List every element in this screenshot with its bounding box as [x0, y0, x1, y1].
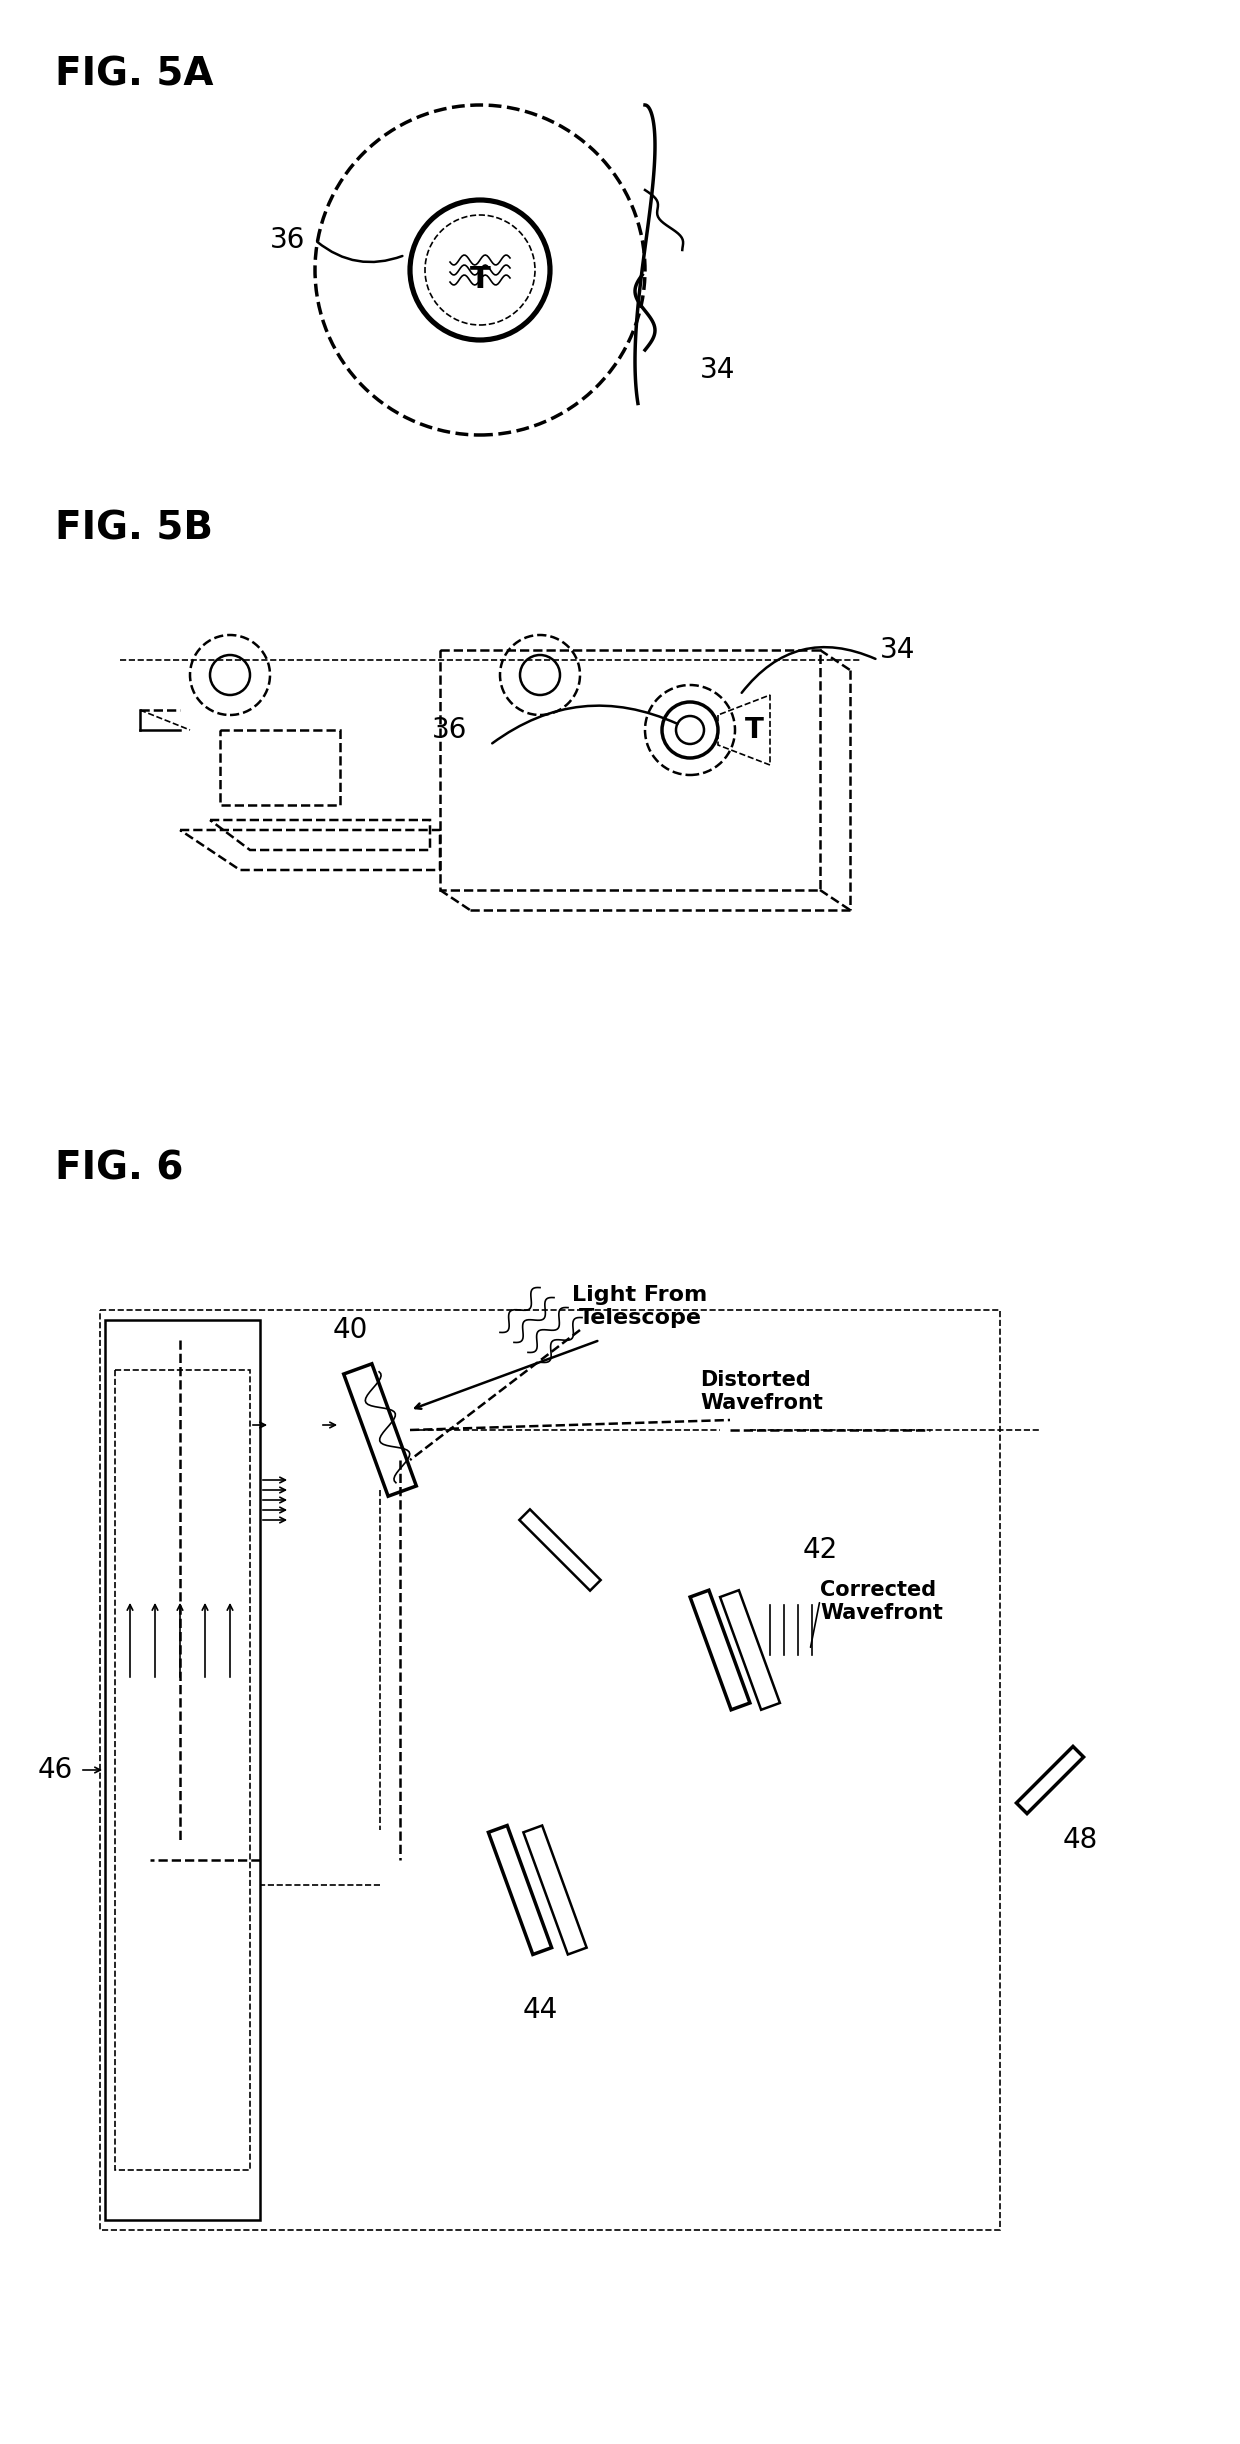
Text: T: T: [745, 716, 764, 743]
Text: Distorted
Wavefront: Distorted Wavefront: [701, 1371, 823, 1413]
Text: FIG. 5A: FIG. 5A: [55, 56, 213, 93]
Text: 34: 34: [880, 635, 915, 665]
Text: FIG. 5B: FIG. 5B: [55, 511, 213, 547]
Text: Corrected
Wavefront: Corrected Wavefront: [820, 1579, 942, 1623]
Text: 42: 42: [802, 1535, 838, 1564]
Text: T: T: [470, 266, 490, 293]
Text: 34: 34: [701, 357, 735, 384]
Text: Light From
Telescope: Light From Telescope: [573, 1286, 708, 1327]
Text: 46: 46: [37, 1755, 73, 1784]
Text: 36: 36: [433, 716, 467, 743]
Text: 44: 44: [522, 1997, 558, 2024]
Text: 40: 40: [332, 1315, 368, 1344]
Text: 48: 48: [1063, 1826, 1097, 1855]
Text: FIG. 6: FIG. 6: [55, 1151, 184, 1188]
Text: 36: 36: [269, 225, 305, 254]
